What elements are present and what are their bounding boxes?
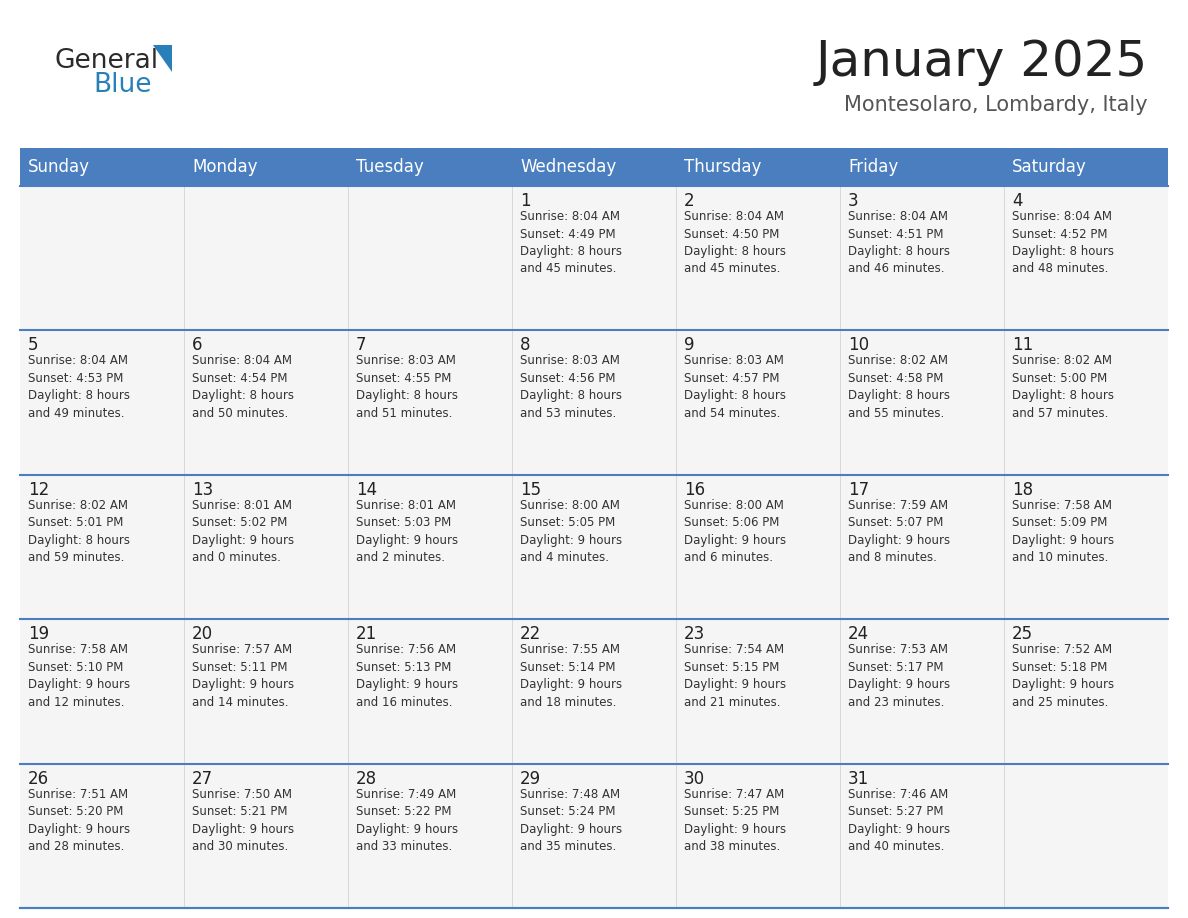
- Text: Sunrise: 8:03 AM
Sunset: 4:55 PM
Daylight: 8 hours
and 51 minutes.: Sunrise: 8:03 AM Sunset: 4:55 PM Dayligh…: [356, 354, 459, 420]
- Text: Saturday: Saturday: [1012, 158, 1087, 176]
- Text: Sunrise: 8:04 AM
Sunset: 4:52 PM
Daylight: 8 hours
and 48 minutes.: Sunrise: 8:04 AM Sunset: 4:52 PM Dayligh…: [1012, 210, 1114, 275]
- Bar: [20, 764, 1168, 908]
- Text: 17: 17: [848, 481, 870, 498]
- Text: 4: 4: [1012, 192, 1023, 210]
- Text: January 2025: January 2025: [816, 38, 1148, 86]
- Text: Sunrise: 8:00 AM
Sunset: 5:06 PM
Daylight: 9 hours
and 6 minutes.: Sunrise: 8:00 AM Sunset: 5:06 PM Dayligh…: [684, 498, 786, 565]
- Text: 13: 13: [192, 481, 214, 498]
- Text: Sunrise: 7:48 AM
Sunset: 5:24 PM
Daylight: 9 hours
and 35 minutes.: Sunrise: 7:48 AM Sunset: 5:24 PM Dayligh…: [520, 788, 623, 853]
- Text: 8: 8: [520, 336, 531, 354]
- Text: Sunrise: 8:02 AM
Sunset: 4:58 PM
Daylight: 8 hours
and 55 minutes.: Sunrise: 8:02 AM Sunset: 4:58 PM Dayligh…: [848, 354, 950, 420]
- Text: Sunrise: 7:46 AM
Sunset: 5:27 PM
Daylight: 9 hours
and 40 minutes.: Sunrise: 7:46 AM Sunset: 5:27 PM Dayligh…: [848, 788, 950, 853]
- Text: Sunrise: 8:04 AM
Sunset: 4:49 PM
Daylight: 8 hours
and 45 minutes.: Sunrise: 8:04 AM Sunset: 4:49 PM Dayligh…: [520, 210, 623, 275]
- Text: Sunrise: 7:56 AM
Sunset: 5:13 PM
Daylight: 9 hours
and 16 minutes.: Sunrise: 7:56 AM Sunset: 5:13 PM Dayligh…: [356, 644, 459, 709]
- Text: 5: 5: [29, 336, 38, 354]
- Text: 27: 27: [192, 769, 213, 788]
- Text: Sunrise: 7:53 AM
Sunset: 5:17 PM
Daylight: 9 hours
and 23 minutes.: Sunrise: 7:53 AM Sunset: 5:17 PM Dayligh…: [848, 644, 950, 709]
- Text: 21: 21: [356, 625, 378, 644]
- Text: Sunrise: 7:50 AM
Sunset: 5:21 PM
Daylight: 9 hours
and 30 minutes.: Sunrise: 7:50 AM Sunset: 5:21 PM Dayligh…: [192, 788, 295, 853]
- Text: Sunrise: 7:54 AM
Sunset: 5:15 PM
Daylight: 9 hours
and 21 minutes.: Sunrise: 7:54 AM Sunset: 5:15 PM Dayligh…: [684, 644, 786, 709]
- Text: Sunrise: 7:57 AM
Sunset: 5:11 PM
Daylight: 9 hours
and 14 minutes.: Sunrise: 7:57 AM Sunset: 5:11 PM Dayligh…: [192, 644, 295, 709]
- Text: Sunrise: 8:01 AM
Sunset: 5:02 PM
Daylight: 9 hours
and 0 minutes.: Sunrise: 8:01 AM Sunset: 5:02 PM Dayligh…: [192, 498, 295, 565]
- Text: Sunrise: 8:03 AM
Sunset: 4:56 PM
Daylight: 8 hours
and 53 minutes.: Sunrise: 8:03 AM Sunset: 4:56 PM Dayligh…: [520, 354, 623, 420]
- Text: Tuesday: Tuesday: [356, 158, 424, 176]
- Text: Sunrise: 7:58 AM
Sunset: 5:10 PM
Daylight: 9 hours
and 12 minutes.: Sunrise: 7:58 AM Sunset: 5:10 PM Dayligh…: [29, 644, 131, 709]
- Text: Sunrise: 8:04 AM
Sunset: 4:54 PM
Daylight: 8 hours
and 50 minutes.: Sunrise: 8:04 AM Sunset: 4:54 PM Dayligh…: [192, 354, 293, 420]
- Text: Monday: Monday: [192, 158, 258, 176]
- Text: 26: 26: [29, 769, 49, 788]
- Text: 16: 16: [684, 481, 706, 498]
- Text: Sunrise: 8:00 AM
Sunset: 5:05 PM
Daylight: 9 hours
and 4 minutes.: Sunrise: 8:00 AM Sunset: 5:05 PM Dayligh…: [520, 498, 623, 565]
- Text: Sunrise: 7:47 AM
Sunset: 5:25 PM
Daylight: 9 hours
and 38 minutes.: Sunrise: 7:47 AM Sunset: 5:25 PM Dayligh…: [684, 788, 786, 853]
- Text: Thursday: Thursday: [684, 158, 762, 176]
- Text: 10: 10: [848, 336, 870, 354]
- Text: Sunrise: 7:52 AM
Sunset: 5:18 PM
Daylight: 9 hours
and 25 minutes.: Sunrise: 7:52 AM Sunset: 5:18 PM Dayligh…: [1012, 644, 1114, 709]
- Text: 7: 7: [356, 336, 367, 354]
- Text: Sunday: Sunday: [29, 158, 90, 176]
- Text: Sunrise: 7:59 AM
Sunset: 5:07 PM
Daylight: 9 hours
and 8 minutes.: Sunrise: 7:59 AM Sunset: 5:07 PM Dayligh…: [848, 498, 950, 565]
- Text: 1: 1: [520, 192, 531, 210]
- Text: 29: 29: [520, 769, 541, 788]
- Text: 23: 23: [684, 625, 706, 644]
- Text: 14: 14: [356, 481, 377, 498]
- Text: Montesolaro, Lombardy, Italy: Montesolaro, Lombardy, Italy: [845, 95, 1148, 115]
- Text: 22: 22: [520, 625, 542, 644]
- Text: Friday: Friday: [848, 158, 898, 176]
- Text: 19: 19: [29, 625, 49, 644]
- Text: Sunrise: 8:04 AM
Sunset: 4:53 PM
Daylight: 8 hours
and 49 minutes.: Sunrise: 8:04 AM Sunset: 4:53 PM Dayligh…: [29, 354, 129, 420]
- Bar: [20, 620, 1168, 764]
- Text: 12: 12: [29, 481, 49, 498]
- Text: Sunrise: 8:02 AM
Sunset: 5:01 PM
Daylight: 8 hours
and 59 minutes.: Sunrise: 8:02 AM Sunset: 5:01 PM Dayligh…: [29, 498, 129, 565]
- Text: Sunrise: 8:04 AM
Sunset: 4:51 PM
Daylight: 8 hours
and 46 minutes.: Sunrise: 8:04 AM Sunset: 4:51 PM Dayligh…: [848, 210, 950, 275]
- Text: Sunrise: 7:58 AM
Sunset: 5:09 PM
Daylight: 9 hours
and 10 minutes.: Sunrise: 7:58 AM Sunset: 5:09 PM Dayligh…: [1012, 498, 1114, 565]
- Text: General: General: [55, 48, 159, 74]
- Text: 25: 25: [1012, 625, 1034, 644]
- Text: Wednesday: Wednesday: [520, 158, 617, 176]
- Text: 18: 18: [1012, 481, 1034, 498]
- Text: 11: 11: [1012, 336, 1034, 354]
- Bar: [20, 330, 1168, 475]
- Text: 28: 28: [356, 769, 377, 788]
- Text: Blue: Blue: [93, 72, 152, 98]
- Bar: [20, 148, 1168, 186]
- Text: 30: 30: [684, 769, 706, 788]
- Text: 31: 31: [848, 769, 870, 788]
- Text: Sunrise: 7:55 AM
Sunset: 5:14 PM
Daylight: 9 hours
and 18 minutes.: Sunrise: 7:55 AM Sunset: 5:14 PM Dayligh…: [520, 644, 623, 709]
- Text: 9: 9: [684, 336, 695, 354]
- Polygon shape: [153, 45, 172, 72]
- Text: 15: 15: [520, 481, 541, 498]
- Text: 2: 2: [684, 192, 695, 210]
- Text: Sunrise: 7:49 AM
Sunset: 5:22 PM
Daylight: 9 hours
and 33 minutes.: Sunrise: 7:49 AM Sunset: 5:22 PM Dayligh…: [356, 788, 459, 853]
- Text: Sunrise: 8:03 AM
Sunset: 4:57 PM
Daylight: 8 hours
and 54 minutes.: Sunrise: 8:03 AM Sunset: 4:57 PM Dayligh…: [684, 354, 786, 420]
- Text: Sunrise: 8:01 AM
Sunset: 5:03 PM
Daylight: 9 hours
and 2 minutes.: Sunrise: 8:01 AM Sunset: 5:03 PM Dayligh…: [356, 498, 459, 565]
- Text: 3: 3: [848, 192, 859, 210]
- Text: Sunrise: 8:04 AM
Sunset: 4:50 PM
Daylight: 8 hours
and 45 minutes.: Sunrise: 8:04 AM Sunset: 4:50 PM Dayligh…: [684, 210, 786, 275]
- Text: Sunrise: 7:51 AM
Sunset: 5:20 PM
Daylight: 9 hours
and 28 minutes.: Sunrise: 7:51 AM Sunset: 5:20 PM Dayligh…: [29, 788, 131, 853]
- Text: 20: 20: [192, 625, 213, 644]
- Text: 24: 24: [848, 625, 870, 644]
- Bar: [20, 186, 1168, 330]
- Bar: [20, 475, 1168, 620]
- Text: 6: 6: [192, 336, 202, 354]
- Text: Sunrise: 8:02 AM
Sunset: 5:00 PM
Daylight: 8 hours
and 57 minutes.: Sunrise: 8:02 AM Sunset: 5:00 PM Dayligh…: [1012, 354, 1114, 420]
